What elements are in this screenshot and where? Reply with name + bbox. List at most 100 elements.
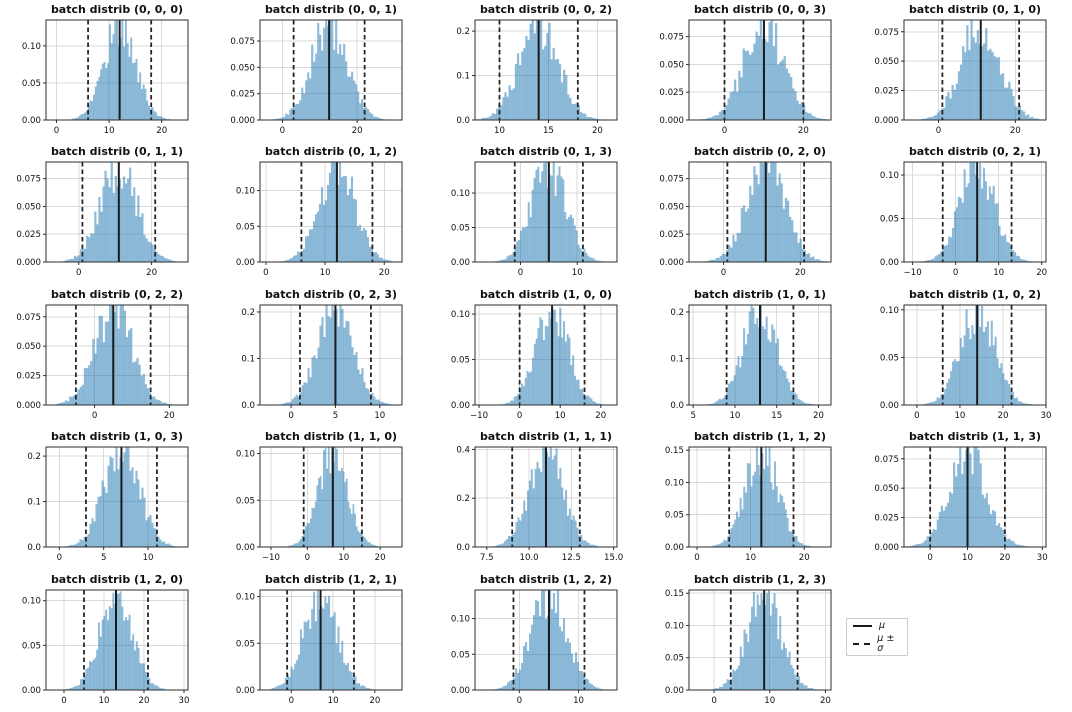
subplot-batch-distrib-1-0-1: 5 10 15 20 0.0 0.1 0.2 batch distrib (1, 0, 1) <box>643 285 857 427</box>
y-tick-label: 0.05 <box>451 356 470 366</box>
x-tick-label: 20 <box>595 411 606 421</box>
x-tick-label: 10 <box>572 268 583 278</box>
subplot-batch-distrib-1-1-3: 0 10 20 30 0.000 0.025 0.050 0.075 batch distrib… <box>858 427 1072 569</box>
y-tick-label: 0.2 <box>456 494 470 504</box>
subplot-batch-distrib-0-0-0: 0 10 20 0.00 0.05 0.10 batch distrib (0, 0, 0) <box>0 0 214 142</box>
x-tick-label: 30 <box>1041 411 1052 421</box>
y-tick-label: 0.1 <box>241 354 255 364</box>
y-tick-label: 0.00 <box>451 401 470 411</box>
y-tick-label: 0.15 <box>665 589 684 599</box>
x-tick-label: 0 <box>721 268 726 278</box>
subplot-batch-distrib-0-2-2: 0 20 0.000 0.025 0.050 0.075 batch distrib (0,… <box>0 285 214 427</box>
legend-mu-sigma-label: μ ± σ <box>877 633 895 654</box>
histogram-bars <box>285 447 381 547</box>
x-tick-label: 20 <box>1036 268 1047 278</box>
subplot-batch-distrib-0-1-1: 0 20 0.000 0.025 0.050 0.075 batch distrib (0,… <box>0 142 214 284</box>
x-tick-label: 20 <box>813 411 824 421</box>
y-tick-label: 0.025 <box>659 88 684 98</box>
y-tick-label: 0.15 <box>665 446 684 456</box>
x-tick-label: 0 <box>711 696 716 706</box>
y-tick-label: 0.0 <box>27 543 41 553</box>
x-tick-label: 10 <box>104 126 115 136</box>
y-tick-label: 0.05 <box>236 222 255 232</box>
x-tick-label: 5 <box>101 553 106 563</box>
subplot-batch-distrib-0-0-2: 10 15 20 0.0 0.1 0.2 batch distrib (0, 0, 2) <box>429 0 643 142</box>
x-tick-label: 0 <box>289 696 294 706</box>
y-tick-label: 0.10 <box>22 597 41 607</box>
x-tick-label: 20 <box>156 126 167 136</box>
subplot-batch-distrib-0-2-3: 0 5 10 0.0 0.1 0.2 batch distrib (0, 2, 3) <box>214 285 428 427</box>
x-tick-label: 20 <box>146 268 157 278</box>
y-tick-label: 0.05 <box>665 654 684 664</box>
y-tick-label: 0.025 <box>230 90 255 100</box>
y-tick-label: 0.10 <box>880 171 899 181</box>
subplot-batch-distrib-1-2-0: 0 10 20 30 0.00 0.05 0.10 batch distrib (1, 2, … <box>0 570 214 712</box>
x-tick-label: 30 <box>179 696 190 706</box>
x-tick-label: 0 <box>76 268 81 278</box>
subplot-batch-distrib-1-0-0: −10 0 10 20 0.00 0.05 0.10 batch distrib (1, 0,… <box>429 285 643 427</box>
subplot-batch-distrib-0-2-1: −10 0 10 20 0.00 0.05 0.10 batch distrib (0, 2,… <box>858 142 1072 284</box>
x-tick-label: 0 <box>280 126 285 136</box>
subplot-title: batch distrib (1, 2, 3) <box>694 573 826 586</box>
x-tick-label: 10 <box>962 553 973 563</box>
x-tick-label: 30 <box>1037 553 1048 563</box>
subplot-batch-distrib-1-2-1: 0 10 20 0.00 0.05 0.10 batch distrib (1, 2, 1) <box>214 570 428 712</box>
x-tick-label: 0 <box>694 553 699 563</box>
x-tick-label: 0 <box>518 268 523 278</box>
y-tick-label: 0.000 <box>874 543 899 553</box>
x-tick-label: 20 <box>795 268 806 278</box>
y-tick-label: 0.050 <box>874 484 899 494</box>
y-tick-label: 0.05 <box>22 641 41 651</box>
y-tick-label: 0.00 <box>236 543 255 553</box>
x-tick-label: 20 <box>592 126 603 136</box>
y-tick-label: 0.2 <box>456 27 470 37</box>
x-tick-label: 10 <box>745 553 756 563</box>
x-tick-label: 10 <box>729 411 740 421</box>
x-tick-label: 0 <box>263 268 268 278</box>
histogram-bars <box>277 305 394 405</box>
x-tick-label: 10 <box>143 553 154 563</box>
y-tick-label: 0.2 <box>241 308 255 318</box>
x-tick-label: 0 <box>927 553 932 563</box>
subplot-batch-distrib-1-1-1: 7.5 10.0 12.5 15.0 0.0 0.2 0.4 batch distrib (1… <box>429 427 643 569</box>
y-tick-label: 0.050 <box>16 202 41 212</box>
y-tick-label: 0.075 <box>874 455 899 465</box>
mu-sigma-dashed-line-sample <box>853 642 871 645</box>
y-tick-label: 0.000 <box>230 116 255 126</box>
subplot-title: batch distrib (1, 0, 2) <box>909 288 1041 301</box>
y-tick-label: 0.10 <box>451 310 470 320</box>
y-tick-label: 0.05 <box>451 224 470 234</box>
subplot-title: batch distrib (1, 0, 3) <box>51 430 183 443</box>
x-tick-label: 0 <box>953 268 958 278</box>
y-tick-label: 0.10 <box>665 621 684 631</box>
x-tick-label: 12.5 <box>562 553 581 563</box>
x-tick-label: 10 <box>993 268 1004 278</box>
y-tick-label: 0.075 <box>16 175 41 185</box>
x-tick-label: −10 <box>262 553 280 563</box>
y-tick-label: 0.075 <box>659 33 684 43</box>
y-tick-label: 0.00 <box>451 258 470 268</box>
x-tick-label: 20 <box>999 553 1010 563</box>
x-tick-label: 0 <box>57 553 62 563</box>
x-tick-label: 5 <box>333 411 338 421</box>
subplot-title: batch distrib (1, 1, 3) <box>909 430 1041 443</box>
histogram-bars <box>68 20 172 120</box>
y-tick-label: 0.00 <box>665 543 684 553</box>
y-tick-label: 0.00 <box>665 686 684 696</box>
y-tick-label: 0.0 <box>670 401 684 411</box>
y-tick-label: 0.4 <box>456 445 470 455</box>
x-tick-label: 10 <box>374 411 385 421</box>
x-tick-label: 0 <box>722 126 727 136</box>
legend-mu-label: μ <box>879 619 886 631</box>
x-tick-label: 15 <box>543 126 554 136</box>
x-tick-label: 5 <box>690 411 695 421</box>
y-tick-label: 0.000 <box>16 258 41 268</box>
y-tick-label: 0.075 <box>659 175 684 185</box>
histogram-bars <box>489 590 608 690</box>
subplot-title: batch distrib (0, 1, 3) <box>480 145 612 158</box>
y-tick-label: 0.1 <box>670 354 684 364</box>
x-tick-label: 10 <box>494 126 505 136</box>
y-tick-label: 0.025 <box>16 372 41 382</box>
x-tick-label: 20 <box>164 411 175 421</box>
subplot-title: batch distrib (0, 0, 1) <box>265 3 397 16</box>
